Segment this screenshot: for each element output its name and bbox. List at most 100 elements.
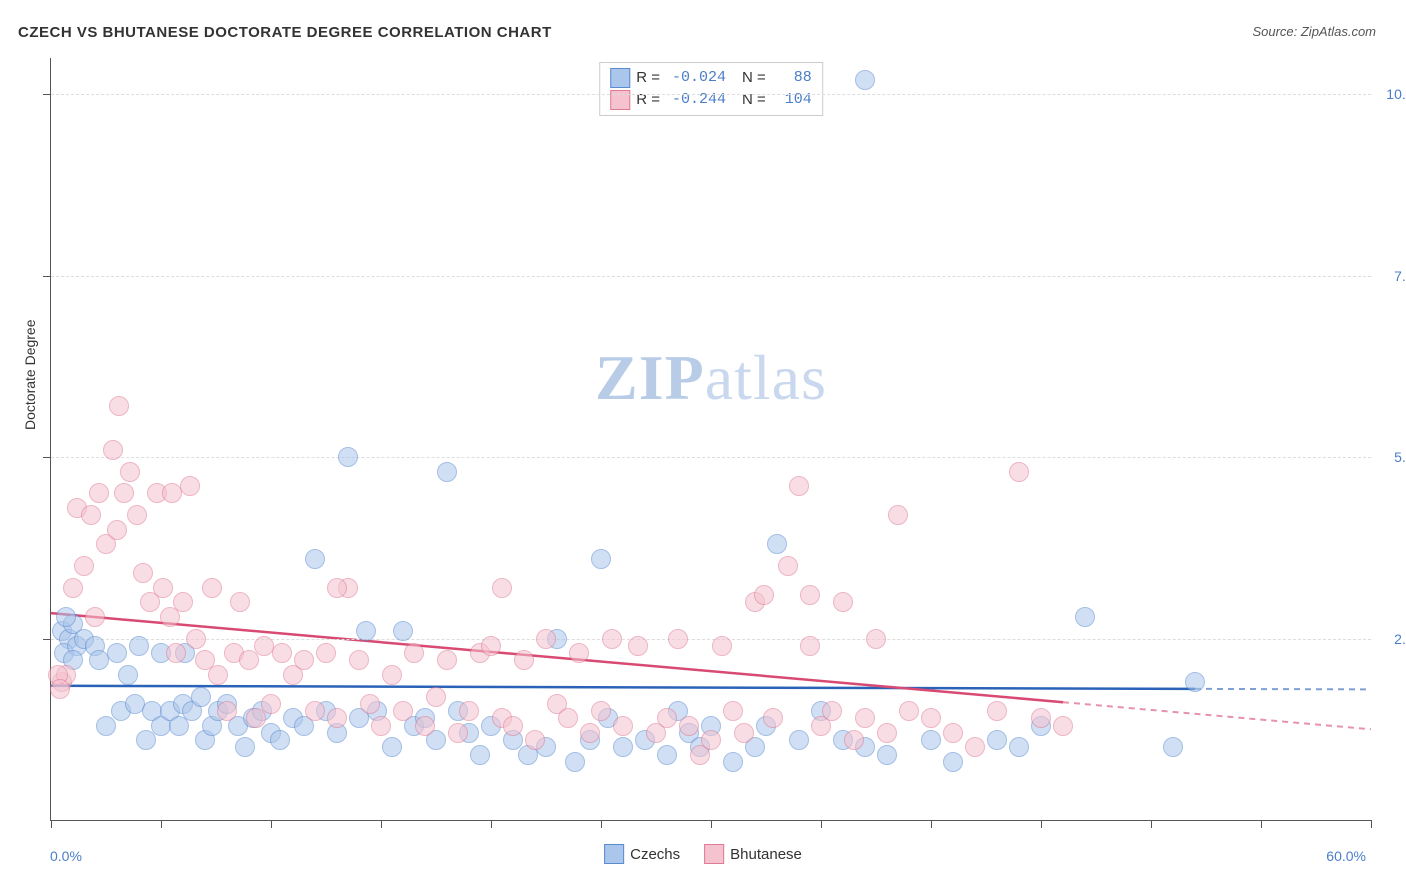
data-point (118, 665, 138, 685)
x-tick (1041, 820, 1042, 828)
data-point (866, 629, 886, 649)
data-point (114, 483, 134, 503)
data-point (481, 636, 501, 656)
data-point (767, 534, 787, 554)
data-point (180, 476, 200, 496)
data-point (186, 629, 206, 649)
x-tick (601, 820, 602, 828)
series-legend-item: Czechs (604, 844, 680, 864)
data-point (382, 737, 402, 757)
data-point (1031, 708, 1051, 728)
y-tick-label: 2.5% (1394, 631, 1406, 647)
data-point (246, 708, 266, 728)
data-point (965, 737, 985, 757)
data-point (393, 621, 413, 641)
data-point (668, 629, 688, 649)
data-point (230, 592, 250, 612)
data-point (129, 636, 149, 656)
data-point (356, 621, 376, 641)
data-point (272, 643, 292, 663)
data-point (921, 708, 941, 728)
data-point (514, 650, 534, 670)
data-point (855, 70, 875, 90)
data-point (877, 723, 897, 743)
data-point (127, 505, 147, 525)
data-point (107, 643, 127, 663)
y-tick-label: 5.0% (1394, 449, 1406, 465)
data-point (162, 483, 182, 503)
data-point (360, 694, 380, 714)
data-point (754, 585, 774, 605)
x-tick (271, 820, 272, 828)
legend-swatch (604, 844, 624, 864)
plot-area: ZIPatlas R =-0.024N =88R =-0.244N =104 2… (50, 58, 1371, 821)
x-tick (491, 820, 492, 828)
data-point (191, 687, 211, 707)
data-point (657, 708, 677, 728)
data-point (459, 701, 479, 721)
series-legend-item: Bhutanese (704, 844, 802, 864)
data-point (109, 396, 129, 416)
data-point (525, 730, 545, 750)
data-point (987, 730, 1007, 750)
data-point (789, 476, 809, 496)
data-point (382, 665, 402, 685)
data-point (305, 549, 325, 569)
series-legend-label: Bhutanese (730, 846, 802, 863)
data-point (712, 636, 732, 656)
data-point (120, 462, 140, 482)
data-point (261, 694, 281, 714)
data-point (591, 701, 611, 721)
data-point (437, 462, 457, 482)
data-point (723, 701, 743, 721)
source-attribution: Source: ZipAtlas.com (1252, 24, 1376, 39)
regression-line-dashed (1063, 702, 1371, 729)
data-point (822, 701, 842, 721)
gridline (51, 457, 1371, 458)
data-point (217, 701, 237, 721)
data-point (657, 745, 677, 765)
data-point (316, 643, 336, 663)
data-point (50, 679, 70, 699)
data-point (208, 665, 228, 685)
data-point (602, 629, 622, 649)
data-point (536, 629, 556, 649)
data-point (202, 578, 222, 598)
data-point (327, 708, 347, 728)
chart-container: CZECH VS BHUTANESE DOCTORATE DEGREE CORR… (0, 0, 1406, 892)
data-point (107, 520, 127, 540)
data-point (404, 643, 424, 663)
data-point (338, 447, 358, 467)
data-point (239, 650, 259, 670)
data-point (415, 716, 435, 736)
gridline (51, 639, 1371, 640)
x-tick (931, 820, 932, 828)
data-point (628, 636, 648, 656)
series-legend: Czechs Bhutanese (604, 844, 802, 864)
data-point (679, 716, 699, 736)
x-tick (821, 820, 822, 828)
chart-title: CZECH VS BHUTANESE DOCTORATE DEGREE CORR… (18, 24, 552, 41)
data-point (855, 708, 875, 728)
y-axis-title: Doctorate Degree (22, 319, 38, 430)
data-point (270, 730, 290, 750)
data-point (591, 549, 611, 569)
data-point (166, 643, 186, 663)
data-point (1009, 462, 1029, 482)
data-point (56, 607, 76, 627)
y-tick (43, 94, 51, 95)
x-tick (711, 820, 712, 828)
data-point (235, 737, 255, 757)
data-point (85, 607, 105, 627)
data-point (565, 752, 585, 772)
data-point (833, 592, 853, 612)
data-point (558, 708, 578, 728)
data-point (371, 716, 391, 736)
gridline (51, 276, 1371, 277)
y-tick-label: 10.0% (1386, 86, 1406, 102)
x-tick (381, 820, 382, 828)
data-point (81, 505, 101, 525)
data-point (844, 730, 864, 750)
data-point (305, 701, 325, 721)
data-point (789, 730, 809, 750)
